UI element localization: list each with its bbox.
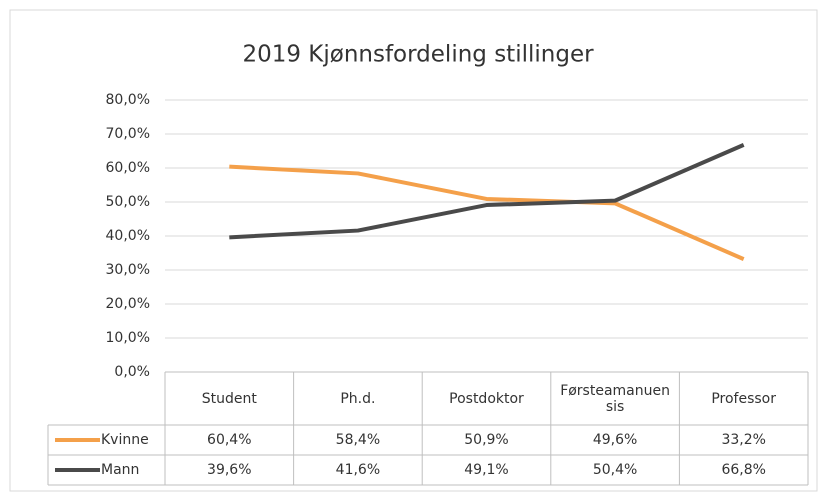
series-line — [229, 143, 745, 240]
table-value: 58,4% — [336, 432, 380, 448]
chart-title: 2019 Kjønnsfordeling stillinger — [242, 42, 594, 68]
x-tick-label-box: Førsteamanuensis — [560, 382, 670, 415]
x-tick-label: Student — [201, 390, 257, 407]
y-tick-label: 10,0% — [106, 330, 150, 346]
table-value: 50,4% — [593, 462, 637, 478]
table-value: 49,1% — [464, 462, 508, 478]
x-tick-label-box: Postdoktor — [449, 390, 524, 407]
x-tick-label: Postdoktor — [449, 390, 524, 407]
series-line — [229, 164, 745, 261]
table-value: 49,6% — [593, 432, 637, 448]
x-tick-label-box: Ph.d. — [340, 390, 376, 407]
y-tick-label: 40,0% — [106, 228, 150, 244]
table-value: 50,9% — [464, 432, 508, 448]
y-tick-label: 20,0% — [106, 296, 150, 312]
y-tick-label: 70,0% — [106, 126, 150, 142]
table-value: 39,6% — [207, 462, 251, 478]
legend-label: Kvinne — [101, 432, 149, 448]
y-tick-label: 50,0% — [106, 194, 150, 210]
table-value: 41,6% — [336, 462, 380, 478]
x-tick-label: Ph.d. — [340, 390, 376, 407]
x-tick-label-box: Professor — [711, 390, 777, 407]
table-value: 33,2% — [721, 432, 765, 448]
legend-label: Mann — [101, 462, 139, 478]
y-tick-label: 60,0% — [106, 160, 150, 176]
y-tick-label: 80,0% — [106, 92, 150, 108]
chart-frame — [9, 9, 818, 492]
x-tick-label: Professor — [711, 390, 777, 407]
y-tick-label: 0,0% — [114, 364, 150, 380]
table-value: 60,4% — [207, 432, 251, 448]
x-tick-label-box: Student — [201, 390, 257, 407]
x-tick-label: Førsteamanuensis — [560, 382, 670, 415]
y-tick-label: 30,0% — [106, 262, 150, 278]
table-value: 66,8% — [721, 462, 765, 478]
